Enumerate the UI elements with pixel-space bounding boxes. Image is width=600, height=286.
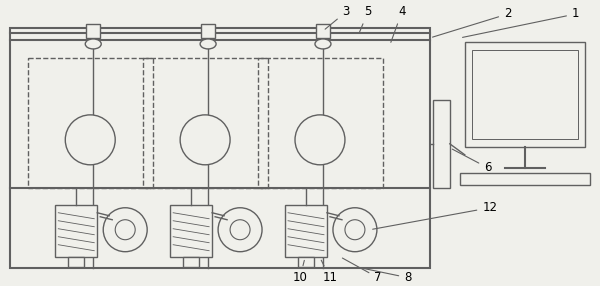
Bar — [298, 257, 314, 267]
Bar — [472, 50, 578, 139]
Bar — [460, 173, 590, 185]
Bar — [465, 42, 584, 147]
Bar — [258, 58, 383, 188]
Text: 5: 5 — [359, 5, 371, 33]
Text: 12: 12 — [373, 201, 497, 229]
Ellipse shape — [200, 39, 216, 49]
Bar — [433, 100, 450, 188]
Bar — [143, 58, 268, 188]
Text: 1: 1 — [463, 7, 580, 37]
Circle shape — [115, 220, 135, 240]
Ellipse shape — [85, 39, 101, 49]
Circle shape — [230, 220, 250, 240]
Text: 11: 11 — [321, 260, 337, 284]
Bar — [68, 257, 84, 267]
Text: 4: 4 — [391, 5, 406, 42]
Ellipse shape — [315, 39, 331, 49]
Circle shape — [103, 208, 147, 252]
Circle shape — [65, 115, 115, 165]
Text: 3: 3 — [325, 5, 350, 29]
Circle shape — [345, 220, 365, 240]
Bar — [170, 205, 212, 257]
Text: 8: 8 — [362, 268, 412, 284]
Circle shape — [218, 208, 262, 252]
Bar — [55, 205, 97, 257]
Bar — [10, 28, 430, 268]
Text: 10: 10 — [293, 260, 307, 284]
Bar — [86, 24, 100, 38]
Circle shape — [333, 208, 377, 252]
Bar — [285, 205, 327, 257]
Bar — [201, 24, 215, 38]
Text: 6: 6 — [452, 149, 491, 174]
Text: 2: 2 — [433, 7, 512, 37]
Bar — [183, 257, 199, 267]
Text: 7: 7 — [343, 258, 382, 284]
Circle shape — [295, 115, 345, 165]
Bar — [316, 24, 330, 38]
Circle shape — [180, 115, 230, 165]
Bar — [28, 58, 153, 188]
